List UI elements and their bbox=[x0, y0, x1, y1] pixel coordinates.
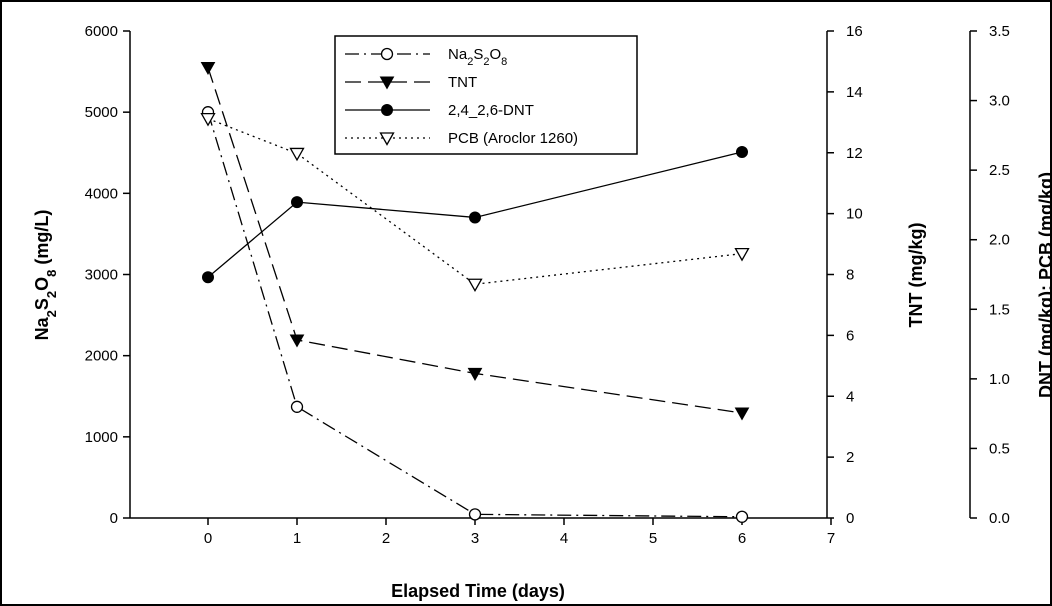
legend-marker-0 bbox=[380, 47, 394, 61]
data-point-series-0 bbox=[290, 400, 304, 413]
x-tick-label: 3 bbox=[471, 530, 479, 547]
y-tick-label-dnt-pcb: 2.0 bbox=[989, 232, 1010, 249]
y-tick-label-left: 4000 bbox=[85, 185, 118, 202]
y-tick-label-tnt: 4 bbox=[846, 388, 854, 405]
y-tick-label-dnt-pcb: 0.5 bbox=[989, 440, 1010, 457]
y-tick-label-dnt-pcb: 3.0 bbox=[989, 93, 1010, 110]
y-tick-label-dnt-pcb: 1.5 bbox=[989, 301, 1010, 318]
y-axis-label-tnt: TNT (mg/kg) bbox=[906, 223, 926, 328]
data-point-series-2 bbox=[291, 196, 303, 209]
data-point-series-3 bbox=[467, 278, 483, 293]
data-point-series-2 bbox=[736, 146, 748, 159]
x-tick-label: 6 bbox=[738, 530, 746, 547]
data-point-series-3 bbox=[734, 247, 750, 262]
legend: Na2S2O8 TNT 2,4_2,6-DNT PCB (Aroclor 1260) bbox=[334, 35, 638, 155]
data-point-series-1 bbox=[467, 367, 483, 381]
data-point-series-3 bbox=[200, 113, 216, 127]
y-tick-label-dnt-pcb: 0.0 bbox=[989, 510, 1010, 527]
data-point-series-1 bbox=[289, 334, 305, 348]
legend-marker-3 bbox=[379, 132, 395, 146]
series-line-1 bbox=[207, 67, 743, 414]
data-point-series-3 bbox=[289, 147, 305, 162]
y-axis-label-left: Na2S2O8 (mg/L) bbox=[32, 210, 59, 341]
data-point-series-1 bbox=[200, 62, 216, 76]
x-tick-label: 5 bbox=[649, 530, 657, 547]
y-tick-label-left: 0 bbox=[110, 510, 118, 527]
axes-layer: 0 1 2 3 4 5 6 701000200030004000500060000246810… bbox=[85, 23, 1010, 547]
legend-label-3: PCB (Aroclor 1260) bbox=[448, 130, 578, 147]
y-tick-label-tnt: 16 bbox=[846, 23, 863, 40]
series-line-2 bbox=[207, 151, 743, 278]
legend-label-2: 2,4_2,6-DNT bbox=[448, 102, 534, 119]
x-tick-label: 1 bbox=[293, 530, 301, 547]
y-tick-label-left: 6000 bbox=[85, 23, 118, 40]
data-point-series-0 bbox=[735, 510, 749, 523]
series-line-3 bbox=[207, 118, 743, 285]
legend-label-0: Na2S2O8 bbox=[448, 46, 507, 68]
y-tick-label-dnt-pcb: 3.5 bbox=[989, 23, 1010, 40]
y-tick-label-left: 2000 bbox=[85, 348, 118, 365]
data-point-series-2 bbox=[202, 271, 214, 284]
y-tick-label-tnt: 6 bbox=[846, 327, 854, 344]
y-tick-label-left: 3000 bbox=[85, 267, 118, 284]
x-tick-label: 4 bbox=[560, 530, 568, 547]
x-tick-label: 2 bbox=[382, 530, 390, 547]
y-tick-label-left: 5000 bbox=[85, 104, 118, 121]
legend-label-1: TNT bbox=[448, 74, 477, 91]
x-axis-label: Elapsed Time (days) bbox=[391, 581, 565, 601]
x-tick-label: 0 bbox=[204, 530, 212, 547]
data-point-series-1 bbox=[734, 407, 750, 421]
y-tick-label-tnt: 8 bbox=[846, 267, 854, 284]
y-tick-label-tnt: 2 bbox=[846, 449, 854, 466]
y-tick-label-tnt: 12 bbox=[846, 145, 863, 162]
legend-marker-1 bbox=[379, 76, 395, 90]
y-tick-label-tnt: 0 bbox=[846, 510, 854, 527]
legend-marker-2 bbox=[381, 104, 393, 116]
y-tick-label-tnt: 10 bbox=[846, 206, 863, 223]
y-axis-label-dnt-pcb: DNT (mg/kg); PCB (mg/kg) bbox=[1036, 172, 1052, 398]
y-tick-label-dnt-pcb: 1.0 bbox=[989, 371, 1010, 388]
y-tick-label-dnt-pcb: 2.5 bbox=[989, 162, 1010, 179]
y-tick-label-tnt: 14 bbox=[846, 84, 863, 101]
data-point-series-2 bbox=[469, 211, 481, 224]
series-layer bbox=[200, 62, 750, 523]
y-tick-label-left: 1000 bbox=[85, 429, 118, 446]
x-tick-label: 7 bbox=[827, 530, 835, 547]
data-point-series-0 bbox=[468, 508, 482, 521]
